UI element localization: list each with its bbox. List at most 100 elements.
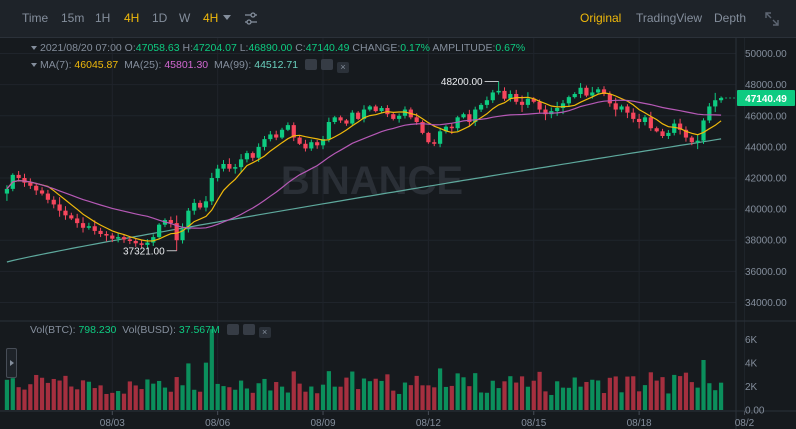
ma-settings-button[interactable] (304, 59, 317, 70)
price-tick-label: 34000.00 (745, 298, 787, 309)
volume-bar-down (677, 376, 683, 410)
volume-panel-toggle[interactable] (6, 348, 17, 378)
candle-down (637, 113, 642, 129)
interval-w[interactable]: W (179, 11, 191, 25)
candle-body (63, 210, 68, 216)
candle-down (631, 108, 636, 123)
volume-bar-down (69, 386, 74, 410)
candle-body (303, 143, 308, 149)
candle-body (221, 164, 226, 169)
vol-close-button[interactable]: × (258, 327, 271, 338)
ma-collapse-caret-icon[interactable] (31, 63, 37, 67)
candle-up (279, 127, 285, 140)
time-tick-label: 08/03 (100, 418, 125, 429)
volume-bar-down (338, 386, 343, 410)
volume-bar-down (373, 378, 378, 410)
candle-body (478, 104, 484, 110)
vol-busd-value: 37.567M (178, 324, 220, 336)
vol-visibility-button[interactable] (242, 324, 255, 335)
view-original[interactable]: Original (580, 11, 622, 25)
view-tradingview[interactable]: TradingView (636, 11, 703, 25)
candle-body (625, 106, 630, 113)
volume-bar-up (461, 377, 466, 410)
fullscreen-icon[interactable] (764, 11, 780, 27)
candle-body (244, 153, 250, 160)
volume-bar-down (584, 381, 589, 410)
ohlc-collapse-caret-icon[interactable] (31, 46, 37, 50)
vol-settings-button[interactable] (226, 324, 239, 335)
volume-bar-down (133, 385, 138, 410)
candle-body (262, 139, 267, 147)
settings-sliders-icon[interactable] (244, 12, 258, 25)
candle-up (555, 101, 560, 116)
interval-4h[interactable]: 4H (124, 11, 140, 25)
volume-bar-down (51, 378, 56, 410)
volume-bar-up (10, 378, 15, 410)
volume-bar-up (238, 380, 244, 410)
volume-bar-down (139, 389, 144, 410)
volume-bar-up (596, 380, 601, 410)
interval-1d[interactable]: 1D (152, 11, 168, 25)
volume-bar-up (578, 386, 583, 410)
candle-down (426, 131, 431, 144)
candle-body (285, 125, 291, 130)
candle-down (98, 227, 103, 238)
candle-body (420, 122, 425, 133)
price-tick-label: 42000.00 (745, 174, 787, 185)
candle-body (227, 164, 232, 169)
view-depth[interactable]: Depth (714, 11, 747, 25)
volume-bar-down (75, 389, 80, 410)
ma-visibility-button[interactable] (320, 59, 333, 70)
candle-body (238, 159, 244, 168)
chevron-down-icon[interactable] (223, 15, 231, 20)
volume-bar-down (426, 385, 431, 410)
candle-body (133, 241, 138, 244)
volume-bar-up (496, 388, 501, 410)
ma-close-button[interactable]: × (336, 62, 349, 73)
candle-body (75, 218, 80, 224)
candle-up (490, 89, 495, 103)
candle-down (391, 112, 396, 121)
candle-down (601, 86, 607, 97)
volume-bar-down (601, 393, 607, 410)
volume-tick-label: 6K (745, 335, 758, 346)
candle-down (338, 115, 343, 123)
candle-down (104, 231, 109, 242)
interval-1h[interactable]: 1H (95, 11, 111, 25)
volume-bar-down (385, 374, 390, 410)
candle-body (186, 210, 191, 230)
candle-down (677, 118, 683, 135)
volume-bar-down (297, 383, 302, 410)
candle-up (619, 104, 624, 113)
volume-bar-down (449, 385, 454, 410)
candle-body (519, 101, 525, 105)
volume-bar-up (215, 383, 220, 410)
candle-down (22, 173, 27, 187)
candle-body (578, 87, 583, 94)
candle-body (350, 112, 355, 124)
volume-tick-label: 2K (745, 382, 758, 393)
interval-dropdown[interactable]: 4H (203, 11, 219, 25)
volume-bar-down (502, 381, 507, 410)
candle-body (701, 120, 706, 141)
volume-bar-up (695, 387, 700, 410)
candle-up (525, 92, 531, 108)
candle-down (420, 120, 425, 135)
volume-bar-up (473, 373, 478, 410)
candle-body (490, 92, 495, 101)
candle-down (274, 130, 279, 141)
candle-down (625, 104, 630, 119)
interval-time[interactable]: Time (22, 11, 49, 25)
candle-down (315, 139, 320, 149)
candle-down (467, 109, 472, 127)
volume-bar-up (379, 380, 384, 410)
price-tick-label: 40000.00 (745, 205, 787, 216)
candle-down (683, 126, 689, 142)
price-chart[interactable]: BINANCE 48200.00 37321.00 34000.00 36000.0… (0, 38, 796, 429)
volume-bar-up (86, 381, 91, 410)
chart-toolbar: Time 15m 1H 4H 1D W 4H Original TradingV… (0, 0, 796, 38)
volume-bar-up (484, 392, 490, 410)
candle-body (590, 92, 595, 96)
candle-up (508, 90, 513, 102)
interval-15m[interactable]: 15m (61, 11, 85, 25)
